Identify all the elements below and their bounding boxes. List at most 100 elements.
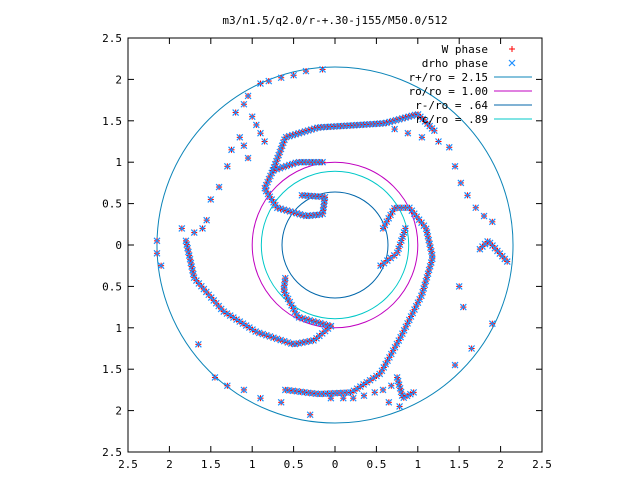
x-tick-label: 1 [414, 458, 421, 471]
drho-phase-point [401, 225, 409, 232]
data-point [203, 216, 211, 224]
data-point [396, 241, 404, 249]
drho-phase-point [255, 329, 263, 337]
legend-label: r+/ro = 2.15 [409, 71, 488, 84]
data-point [451, 361, 459, 369]
drho-phase-point [488, 320, 496, 328]
legend-label: W phase [442, 43, 488, 56]
drho-phase-point [400, 229, 408, 236]
drho-phase-point [316, 319, 324, 327]
data-point [252, 121, 260, 129]
drho-phase-point [277, 336, 285, 344]
data-point [418, 133, 426, 141]
data-point [306, 411, 314, 419]
data-point [395, 245, 403, 253]
data-point [419, 288, 427, 296]
drho-phase-point [239, 320, 247, 327]
drho-phase-point [445, 143, 453, 151]
drho-phase-point [280, 337, 288, 345]
data-point [265, 77, 273, 85]
drho-phase-point [379, 386, 387, 394]
drho-phase-point [226, 312, 234, 320]
drho-phase-point [257, 394, 264, 402]
data-point [268, 196, 276, 203]
drho-phase-point [277, 74, 285, 82]
drho-phase-point [396, 403, 404, 410]
data-point [464, 191, 471, 199]
data-point [379, 386, 387, 394]
y-tick-label: 2.5 [102, 32, 122, 45]
drho-phase-point [215, 183, 223, 191]
data-point [377, 262, 384, 270]
drho-phase-point [183, 241, 191, 248]
drho-phase-point [184, 248, 192, 256]
x-tick-label: 2 [166, 458, 173, 471]
drho-phase-point [273, 204, 281, 212]
drho-phase-point [293, 311, 301, 319]
drho-phase-point [397, 388, 405, 396]
drho-phase-point [480, 212, 488, 220]
drho-phase-point [395, 381, 403, 389]
drho-phase-point [284, 339, 292, 346]
drho-phase-point [360, 392, 368, 400]
drho-phase-point [240, 100, 248, 108]
legend-label: rc/ro = .89 [415, 113, 488, 126]
data-point [380, 259, 388, 267]
data-point [393, 249, 401, 257]
drho-phase-point [395, 245, 403, 253]
data-point [194, 340, 202, 348]
reference-circles [156, 66, 514, 424]
drho-phase-point [244, 154, 252, 162]
x-tick-label: 0 [332, 458, 339, 471]
data-point [232, 109, 240, 116]
drho-phase-point [305, 192, 313, 200]
drho-phase-point [391, 125, 399, 133]
drho-phase-point [410, 388, 418, 396]
data-point [410, 388, 418, 396]
data-point [369, 374, 377, 382]
drho-phase-point [265, 77, 273, 85]
drho-phase-point [270, 334, 277, 342]
drho-phase-point [387, 254, 395, 262]
drho-phase-point [290, 209, 297, 216]
drho-phase-point [236, 133, 244, 141]
data-point [387, 382, 395, 390]
drho-phase-point [455, 282, 463, 290]
data-point [383, 257, 391, 265]
drho-phase-point [472, 204, 480, 212]
drho-phase-point [190, 229, 198, 237]
circle-roro [251, 161, 419, 329]
drho-phase-point [404, 129, 412, 137]
data-point [281, 386, 289, 394]
drho-phase-point [273, 335, 281, 343]
data-point [468, 345, 476, 352]
drho-phase-point [223, 382, 231, 390]
drho-phase-point [270, 198, 277, 206]
drho-phase-point [284, 295, 292, 303]
data-point [399, 233, 407, 240]
data-point [360, 121, 367, 129]
drho-phase-point [257, 80, 264, 87]
data-point [257, 394, 264, 402]
drho-phase-point [484, 238, 492, 245]
drho-phase-point [451, 361, 459, 369]
drho-phase-point [296, 210, 304, 218]
drho-phase-point [187, 259, 195, 267]
drho-phase-point [293, 209, 301, 217]
drho-phase-point [393, 374, 401, 381]
y-tick-label: 1.5 [102, 115, 122, 128]
drho-phase-point [427, 244, 434, 252]
data-point [445, 143, 453, 151]
drho-phase-point [319, 66, 327, 73]
data-point [153, 237, 161, 245]
legend-label: r-/ro = .64 [415, 99, 488, 112]
data-point [391, 125, 399, 133]
drho-phase-point [203, 216, 211, 224]
data-point [178, 225, 186, 232]
drho-phase-point [281, 386, 289, 394]
data-point [223, 162, 231, 170]
drho-phase-point [262, 331, 270, 339]
drho-phase-point [288, 301, 295, 309]
drho-phase-point [298, 191, 306, 199]
data-point [360, 392, 368, 400]
